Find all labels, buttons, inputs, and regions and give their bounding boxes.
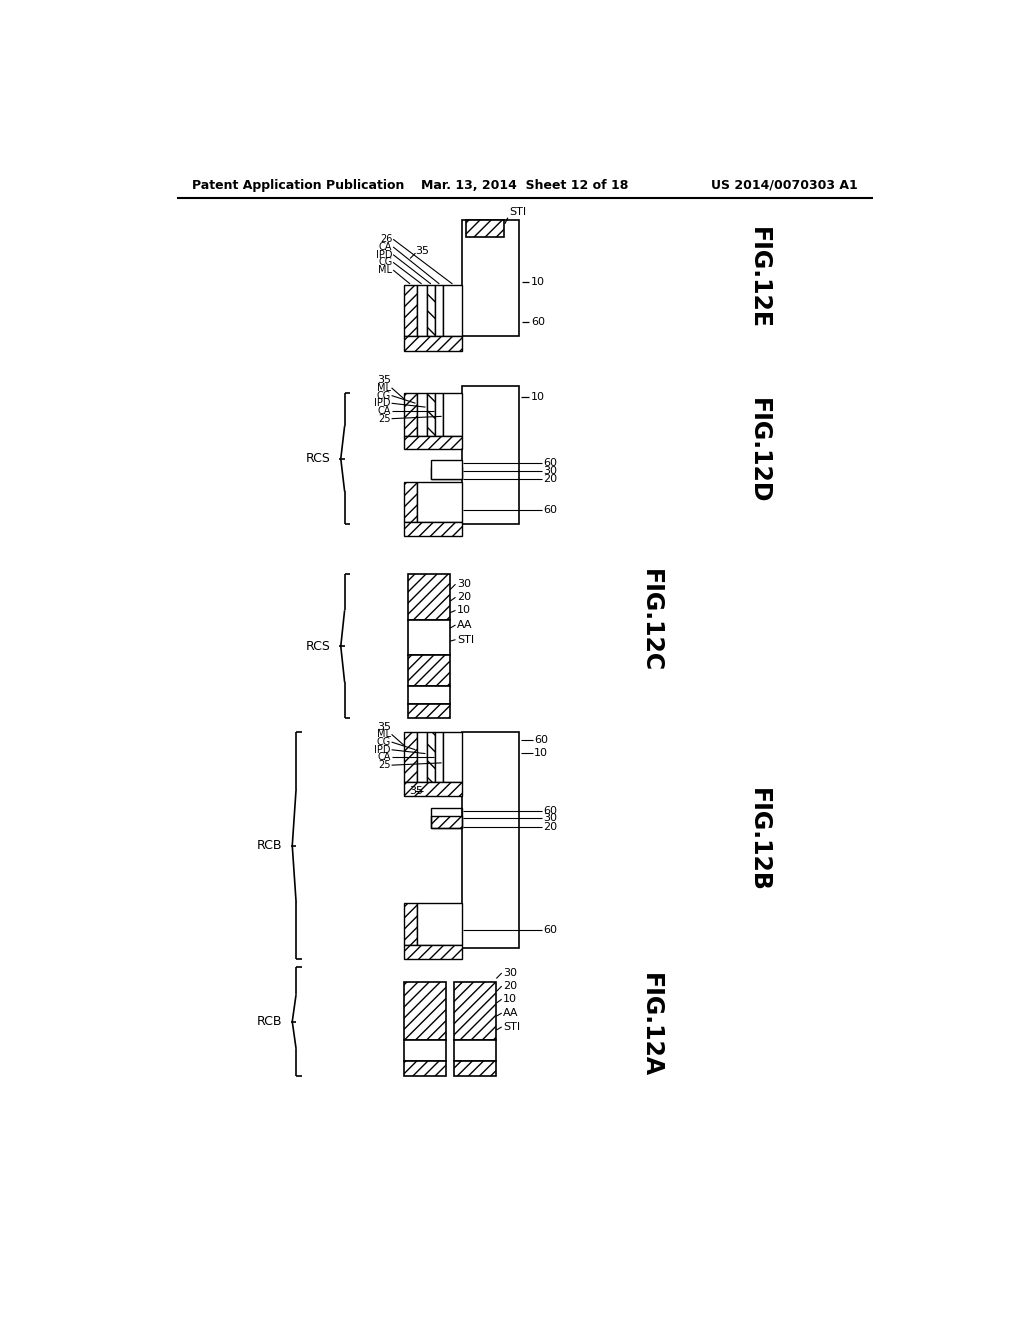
Text: FIG.12A: FIG.12A (639, 973, 663, 1077)
Text: 60: 60 (544, 925, 557, 935)
Text: Patent Application Publication: Patent Application Publication (193, 178, 404, 191)
Bar (443, 285, 462, 335)
Bar (462, 220, 519, 335)
Bar (431, 808, 462, 829)
Text: 30: 30 (503, 968, 517, 978)
Bar (403, 903, 417, 945)
Bar (417, 285, 427, 335)
Text: Mar. 13, 2014  Sheet 12 of 18: Mar. 13, 2014 Sheet 12 of 18 (421, 178, 629, 191)
Text: RCS: RCS (306, 640, 331, 652)
Text: STI: STI (509, 207, 526, 218)
Bar (443, 733, 462, 781)
Bar (403, 285, 417, 335)
Bar (454, 1040, 497, 1061)
Bar (417, 482, 462, 521)
Bar (403, 1061, 446, 1076)
Bar (435, 285, 443, 335)
Text: FIG.12D: FIG.12D (746, 399, 770, 504)
Text: 35: 35 (377, 722, 391, 731)
Bar (427, 285, 435, 335)
Text: ML: ML (377, 383, 391, 393)
Text: 20: 20 (544, 822, 557, 832)
Bar (435, 393, 443, 436)
Bar (427, 733, 435, 781)
Bar (408, 704, 451, 718)
Text: RCS: RCS (306, 453, 331, 465)
Text: 10: 10 (531, 277, 545, 286)
Text: FIG.12B: FIG.12B (746, 788, 770, 892)
Text: 60: 60 (544, 805, 557, 816)
Text: RCB: RCB (257, 1015, 283, 1028)
Text: 10: 10 (535, 748, 548, 758)
Bar (408, 686, 451, 704)
Text: CA: CA (378, 407, 391, 416)
Text: 10: 10 (531, 392, 545, 403)
Text: 20: 20 (457, 593, 471, 602)
Bar (408, 620, 451, 655)
Bar (417, 393, 427, 436)
Bar (443, 393, 462, 436)
Text: 30: 30 (544, 466, 557, 477)
Text: IPD: IPD (375, 744, 391, 755)
Bar (454, 982, 497, 1040)
Text: 10: 10 (457, 606, 471, 615)
Text: 60: 60 (544, 458, 557, 469)
Bar (403, 335, 462, 351)
Bar (417, 903, 462, 945)
Bar (427, 393, 435, 436)
Text: STI: STI (503, 1022, 520, 1032)
Text: CG: CG (377, 391, 391, 400)
Text: CG: CG (377, 737, 391, 747)
Bar (403, 521, 462, 536)
Bar (403, 436, 462, 449)
Bar (403, 482, 417, 521)
Text: 20: 20 (544, 474, 557, 483)
Text: IPD: IPD (376, 249, 392, 260)
Bar (403, 393, 417, 436)
Bar (462, 733, 519, 948)
Text: 26: 26 (380, 234, 392, 244)
Bar (454, 1061, 497, 1076)
Bar (403, 982, 446, 1040)
Text: 30: 30 (544, 813, 557, 824)
Text: IPD: IPD (375, 399, 391, 408)
Bar (466, 220, 504, 238)
Bar (408, 574, 451, 620)
Text: 60: 60 (535, 735, 548, 744)
Text: AA: AA (457, 620, 472, 630)
Text: AA: AA (503, 1008, 519, 1018)
Bar (435, 733, 443, 781)
Text: 30: 30 (457, 579, 471, 589)
Text: STI: STI (457, 635, 474, 644)
Text: 25: 25 (378, 413, 391, 424)
Text: 20: 20 (503, 981, 517, 991)
Bar (408, 655, 451, 686)
Text: 35: 35 (377, 375, 391, 385)
Bar (417, 733, 427, 781)
Text: US 2014/0070303 A1: US 2014/0070303 A1 (711, 178, 857, 191)
Text: 60: 60 (531, 317, 545, 326)
Bar (462, 385, 519, 524)
Bar (431, 461, 462, 479)
Bar (403, 1040, 446, 1061)
Bar (403, 781, 462, 796)
Bar (403, 733, 417, 781)
Text: 60: 60 (544, 504, 557, 515)
Text: FIG.12C: FIG.12C (639, 569, 663, 672)
Text: ML: ML (377, 730, 391, 739)
Text: 10: 10 (503, 994, 517, 1005)
Text: CA: CA (379, 242, 392, 252)
Text: CA: CA (378, 752, 391, 763)
Bar (431, 461, 462, 479)
Bar (403, 945, 462, 960)
Text: RCB: RCB (257, 840, 283, 853)
Text: 25: 25 (378, 760, 391, 770)
Text: CG: CG (378, 257, 392, 268)
Text: ML: ML (378, 265, 392, 275)
Text: 35: 35 (416, 246, 429, 256)
Bar (431, 816, 462, 829)
Text: FIG.12E: FIG.12E (746, 227, 770, 329)
Bar (431, 467, 462, 479)
Text: 35: 35 (410, 787, 423, 796)
